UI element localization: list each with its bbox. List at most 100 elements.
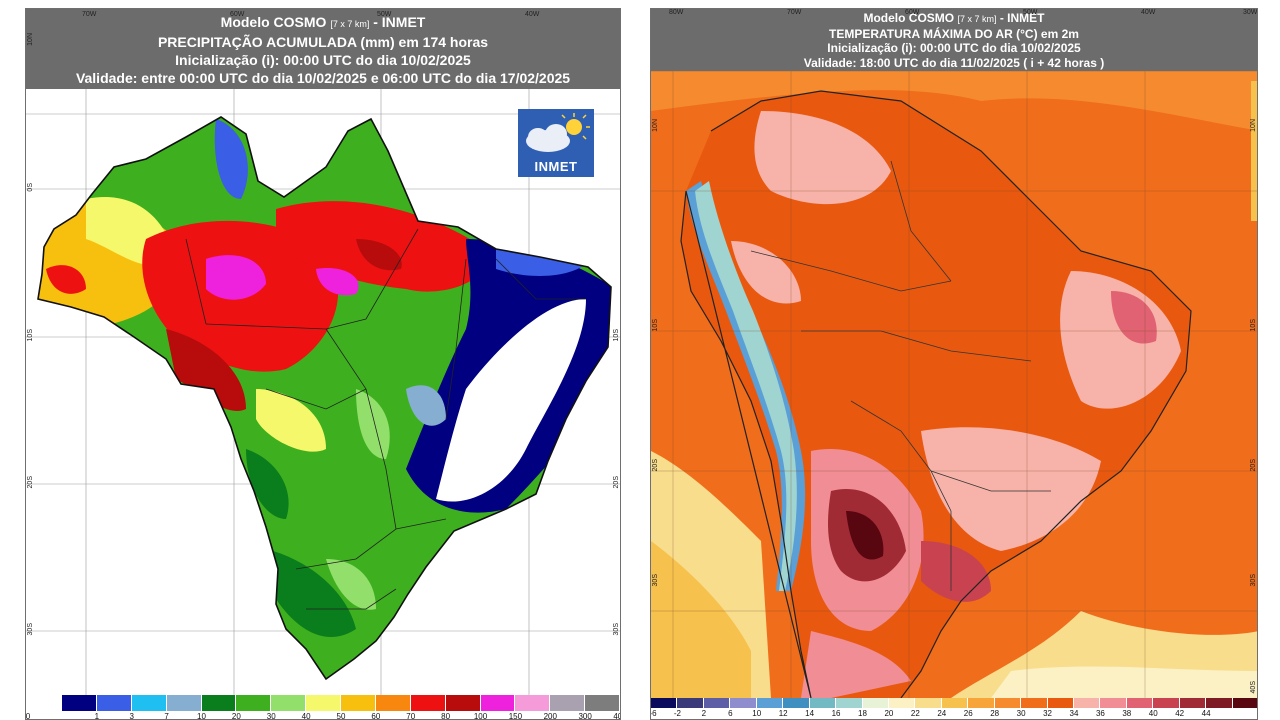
colorbar-label: 40 (301, 712, 311, 720)
colorbar-swatch (1179, 698, 1207, 708)
lat-label: 20S (652, 459, 659, 472)
lon-label: 60W (905, 9, 920, 16)
colorbar-swatch (515, 695, 551, 711)
colorbar-label: 1 (94, 712, 100, 720)
lat-label: 20S (1250, 459, 1257, 472)
colorbar-label: 0 (25, 712, 31, 720)
colorbar-swatch (941, 698, 969, 708)
colorbar-swatch (271, 695, 307, 711)
lon-label: 80W (669, 9, 684, 16)
colorbar-swatch (756, 698, 784, 708)
country-borders (750, 160, 1051, 591)
colorbar-label: 70 (406, 712, 416, 720)
coastline (680, 90, 1192, 698)
precip-header-line4: Validade: entre 00:00 UTC do dia 10/02/2… (75, 70, 571, 86)
temperature-header: Modelo COSMO [7 x 7 km] - INMET TEMPERAT… (651, 9, 1257, 71)
colorbar-swatch (809, 698, 837, 708)
colorbar-swatch (585, 695, 620, 711)
colorbar-label: 400 (613, 712, 620, 720)
colorbar-label: 100 (473, 712, 488, 720)
colorbar-label: 7 (164, 712, 169, 720)
precip-header-line1: Modelo COSMO [7 x 7 km] - INMET (220, 14, 426, 30)
colorbar-swatch (1232, 698, 1257, 708)
cloud-sun-icon (526, 113, 590, 152)
colorbar-swatch (96, 695, 132, 711)
colorbar-label: 6 (728, 709, 733, 718)
lat-label: 10N (652, 119, 659, 132)
lat-label: 10S (613, 329, 620, 342)
colorbar-label: 40 (1148, 709, 1158, 718)
lon-label: 60W (230, 11, 245, 18)
colorbar-swatch (62, 695, 97, 711)
lon-label: 70W (787, 9, 802, 16)
lat-label: 10N (27, 33, 34, 46)
colorbar-label: 42 (1175, 709, 1185, 718)
temperature-colorbar-labels: -6 -2 2 6 10 12 14 16 18 20 22 24 26 28 30 32 34 36 38 40 42… (651, 709, 1257, 719)
lat-label: 30S (613, 623, 620, 636)
colorbar-label: 36 (1095, 709, 1105, 718)
lat-label: 30S (1250, 574, 1257, 587)
colorbar-swatch (862, 698, 889, 708)
colorbar-swatch (703, 698, 731, 708)
andes-cold-strip (686, 181, 806, 591)
lat-label: 10N (1250, 119, 1257, 132)
colorbar-swatch (783, 698, 810, 708)
colorbar-swatch (375, 695, 411, 711)
colorbar-label: 300 (578, 712, 592, 720)
colorbar-swatch (480, 695, 516, 711)
precip-header-line3: Inicialização (i): 00:00 UTC do dia 10/0… (175, 52, 471, 68)
colorbar-label: 60 (371, 712, 381, 720)
lon-label: 40W (525, 11, 540, 18)
colorbar-label: 14 (805, 709, 815, 718)
state-borders (185, 228, 586, 610)
colorbar-swatch (550, 695, 586, 711)
colorbar-label: 150 (508, 712, 523, 720)
colorbar-label: 38 (1122, 709, 1132, 718)
colorbar-label: 30 (266, 712, 276, 720)
colorbar-label: 12 (778, 709, 788, 718)
colorbar-swatch (410, 695, 446, 711)
colorbar-label: 34 (1069, 709, 1079, 718)
precip-header-line2: PRECIPITAÇÃO ACUMULADA (mm) em 174 horas (157, 34, 489, 50)
colorbar-swatch (651, 698, 678, 708)
colorbar-swatch (968, 698, 995, 708)
colorbar-swatch (1206, 698, 1233, 708)
colorbar-label: 2 (701, 709, 707, 718)
brazil-outline (37, 116, 612, 681)
colorbar-label: 10 (752, 709, 762, 718)
colorbar-swatch (677, 698, 704, 708)
colorbar-swatch (236, 695, 272, 711)
lon-label: 30W (1243, 9, 1258, 16)
colorbar-swatch (915, 698, 942, 708)
colorbar-swatch (1047, 698, 1074, 708)
lat-label: 0S (27, 183, 34, 192)
colorbar-label: 44 (1201, 709, 1211, 718)
lon-label: 70W (82, 11, 97, 18)
lat-label: 10S (27, 329, 34, 342)
colorbar-label: 24 (937, 709, 947, 718)
temp-header-line3: Inicialização (i): 00:00 UTC do dia 10/0… (827, 41, 1081, 55)
temp-header-line1: Modelo COSMO [7 x 7 km] - INMET (863, 11, 1045, 25)
colorbar-swatch (730, 698, 757, 708)
colorbar-swatch (994, 698, 1022, 708)
temperature-colorbar: -6 -2 2 6 10 12 14 16 18 20 22 24 26 28 30 32 34 36 38 40 42… (651, 698, 1257, 719)
lat-label: 10S (652, 319, 659, 332)
colorbar-swatch (1021, 698, 1048, 708)
lat-label: 20S (27, 476, 34, 489)
colorbar-swatch (1074, 698, 1101, 708)
colorbar-swatch (1126, 698, 1154, 708)
colorbar-swatch (201, 695, 237, 711)
colorbar-label: 10 (197, 712, 206, 720)
colorbar-swatch (888, 698, 916, 708)
colorbar-swatch (131, 695, 167, 711)
colorbar-label: 20 (884, 709, 894, 718)
colorbar-label: 26 (963, 709, 973, 718)
colorbar-label: 28 (990, 709, 1000, 718)
colorbar-label: -2 (673, 709, 681, 718)
south-america-land (681, 91, 1191, 698)
colorbar-label: 16 (831, 709, 841, 718)
lat-label: 20S (613, 476, 620, 489)
precipitation-field (38, 117, 611, 679)
colorbar-label: -6 (650, 709, 657, 718)
lon-label: 50W (377, 11, 392, 18)
